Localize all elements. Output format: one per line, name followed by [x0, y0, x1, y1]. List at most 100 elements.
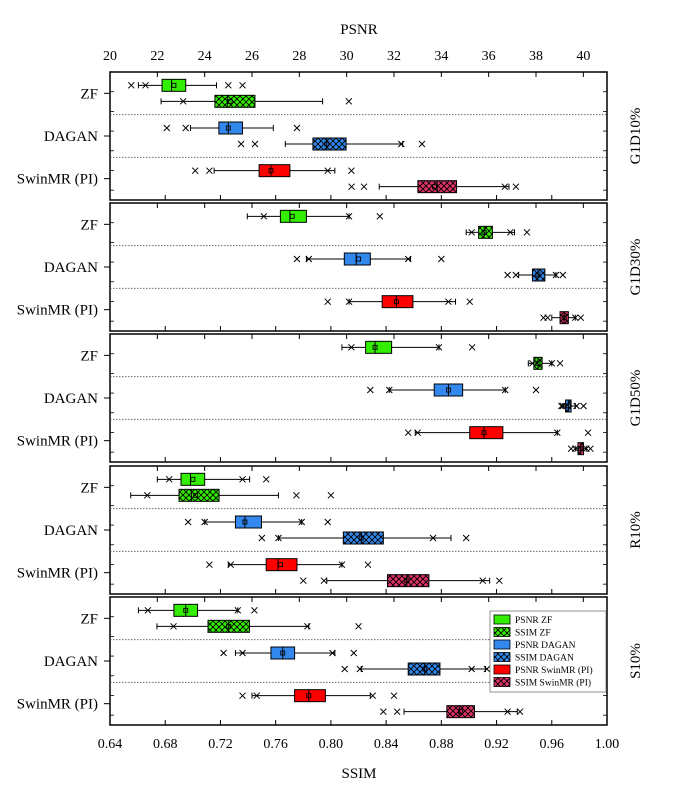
ssim-box-hatch — [387, 574, 429, 587]
outlier-marker — [468, 665, 476, 673]
row-dagan — [184, 515, 470, 545]
row-swinmr-pi- — [206, 558, 503, 588]
ssim-box-hatch — [446, 705, 475, 718]
outlier-marker — [144, 606, 152, 614]
outlier-marker — [501, 183, 509, 191]
outlier-marker — [143, 491, 151, 499]
method-label: DAGAN — [44, 523, 98, 539]
outlier-marker — [571, 314, 579, 322]
method-label: ZF — [80, 217, 98, 233]
ssim-tick-label: 0.64 — [98, 737, 123, 752]
outlier-marker — [571, 445, 579, 453]
ssim-tick-label: 0.88 — [429, 737, 454, 752]
method-label: DAGAN — [44, 129, 98, 145]
method-label: DAGAN — [44, 654, 98, 670]
legend-entry: SSIM SwinMR (PI) — [515, 678, 591, 689]
outlier-marker — [552, 271, 560, 279]
outlier-marker — [584, 429, 592, 437]
legend-swatch-hatch — [494, 677, 510, 687]
ssim-mean-marker — [535, 272, 541, 278]
panel-frame — [109, 333, 608, 463]
ssim-tick-label: 0.68 — [153, 737, 178, 752]
method-label: SwinMR (PI) — [17, 434, 98, 450]
method-label: SwinMR (PI) — [17, 172, 98, 188]
outlier-marker — [237, 140, 245, 148]
outlier-marker — [573, 402, 580, 410]
row-swinmr-pi- — [239, 689, 524, 719]
outlier-marker — [345, 212, 353, 220]
outlier-marker — [179, 97, 187, 105]
outlier-marker — [338, 561, 346, 569]
psnr-tick-label: 32 — [387, 49, 401, 64]
method-label: DAGAN — [44, 260, 98, 276]
outlier-marker — [305, 255, 313, 263]
legend-entry: SSIM ZF — [515, 629, 551, 639]
outlier-marker — [348, 343, 355, 351]
outlier-marker — [414, 429, 422, 437]
psnr-box — [265, 558, 298, 572]
outlier-marker — [390, 692, 398, 700]
outlier-marker — [260, 212, 268, 220]
legend-swatch — [493, 664, 511, 675]
outlier-marker — [191, 167, 199, 175]
outlier-marker — [329, 649, 336, 657]
outlier-marker — [184, 518, 192, 526]
outlier-marker — [206, 561, 213, 569]
ssim-mean-marker — [422, 666, 428, 672]
outlier-marker — [558, 402, 565, 410]
outlier-marker — [356, 665, 364, 673]
row-dagan — [163, 121, 426, 151]
method-label: ZF — [80, 611, 98, 627]
psnr-mean-marker — [242, 519, 248, 525]
psnr-tick-label: 26 — [245, 49, 259, 64]
outlier-marker — [435, 343, 443, 351]
ssim-mean-marker — [404, 578, 410, 584]
outlier-marker — [369, 692, 377, 700]
method-label: SwinMR (PI) — [17, 697, 98, 713]
outlier-marker — [501, 386, 509, 394]
ssim-mean-marker — [565, 403, 571, 409]
psnr-tick-labels: 20 22 24 26 28 30 32 34 36 38 40 — [103, 49, 590, 64]
psnr-tick-label: 22 — [150, 49, 164, 64]
psnr-mean-marker — [280, 650, 286, 656]
psnr-mean-marker — [289, 213, 295, 219]
outlier-marker — [234, 606, 242, 614]
outlier-marker — [142, 81, 149, 89]
outlier-marker — [293, 255, 301, 263]
row-swinmr-pi- — [404, 426, 594, 456]
psnr-box — [343, 252, 371, 266]
psnr-box — [381, 295, 414, 309]
method-label: SwinMR (PI) — [17, 303, 98, 319]
outlier-marker — [345, 97, 353, 105]
row-dagan — [366, 383, 587, 413]
ssim-mean-marker — [458, 709, 464, 715]
outlier-marker — [379, 708, 387, 716]
row-zf — [137, 603, 362, 633]
row-swinmr-pi- — [191, 164, 520, 194]
ssim-tick-label: 0.72 — [208, 737, 233, 752]
psnr-box — [180, 472, 206, 486]
legend-entry: PSNR SwinMR (PI) — [515, 665, 593, 676]
ssim-mean-marker — [431, 184, 437, 190]
outlier-marker — [366, 386, 374, 394]
psnr-tick-label: 36 — [482, 49, 496, 64]
outlier-marker — [523, 228, 531, 236]
outlier-marker — [170, 622, 177, 630]
outlier-marker — [258, 534, 266, 542]
outlier-marker — [239, 81, 246, 89]
psnr-mean-marker — [268, 168, 274, 174]
psnr-tick-label: 38 — [529, 49, 543, 64]
panel-label: G1D50% — [628, 370, 644, 427]
psnr-tick-label: 28 — [292, 49, 306, 64]
row-zf — [127, 78, 353, 108]
outlier-marker — [163, 124, 171, 132]
outlier-marker — [239, 692, 246, 700]
psnr-box — [279, 209, 307, 223]
outlier-marker — [376, 212, 384, 220]
panel-g1d30pct: G1D30% ZF DAGAN SwinMR (PI) — [17, 202, 644, 332]
outlier-marker — [253, 692, 261, 700]
row-dagan — [220, 646, 491, 676]
ssim-tick-label: 0.96 — [540, 737, 565, 752]
outlier-marker — [507, 228, 514, 236]
outlier-marker — [468, 343, 476, 351]
